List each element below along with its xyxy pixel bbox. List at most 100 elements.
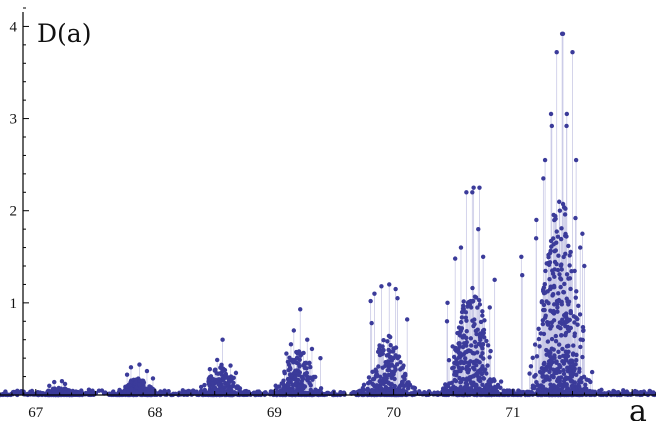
data-point xyxy=(458,245,464,250)
data-point xyxy=(297,357,302,363)
data-point xyxy=(86,387,92,392)
data-point xyxy=(357,388,362,394)
data-point xyxy=(563,375,569,380)
data-point xyxy=(536,326,541,332)
data-point xyxy=(464,383,469,388)
data-point xyxy=(553,338,559,344)
data-point xyxy=(137,362,142,367)
data-point xyxy=(470,299,475,304)
data-point xyxy=(372,291,377,296)
data-point xyxy=(572,268,577,274)
data-point xyxy=(393,345,399,350)
data-point xyxy=(557,325,563,331)
data-point xyxy=(361,388,367,393)
data-point xyxy=(454,357,459,362)
data-point xyxy=(577,378,582,383)
data-point xyxy=(574,372,579,377)
data-point xyxy=(527,371,532,376)
data-point xyxy=(531,385,537,391)
data-point xyxy=(314,388,319,394)
data-point xyxy=(559,226,564,231)
data-point xyxy=(293,369,298,375)
data-point xyxy=(557,272,562,277)
data-point xyxy=(370,369,375,375)
data-point xyxy=(388,363,394,368)
data-point xyxy=(301,350,306,356)
data-point xyxy=(472,339,478,345)
data-point xyxy=(580,231,585,236)
data-point xyxy=(219,387,225,392)
data-point xyxy=(378,385,384,391)
data-point xyxy=(222,385,228,390)
data-point xyxy=(560,346,565,352)
data-point xyxy=(542,282,547,287)
data-point xyxy=(479,343,484,349)
data-point xyxy=(572,320,577,325)
data-point xyxy=(467,302,473,307)
data-point xyxy=(403,390,409,395)
data-point xyxy=(533,372,538,378)
data-point xyxy=(276,384,282,389)
data-point xyxy=(19,389,24,394)
data-point xyxy=(304,370,310,376)
data-point xyxy=(445,300,450,306)
data-point xyxy=(405,386,411,391)
data-point xyxy=(578,337,583,342)
data-point xyxy=(458,351,463,356)
data-point xyxy=(534,379,539,385)
data-point xyxy=(220,375,226,381)
data-point xyxy=(216,387,222,392)
data-point xyxy=(549,336,555,342)
data-point xyxy=(542,307,547,313)
data-point xyxy=(566,243,571,249)
data-point xyxy=(551,212,556,218)
data-point xyxy=(561,367,566,373)
data-point xyxy=(410,385,415,390)
data-point xyxy=(577,392,582,397)
data-point xyxy=(486,379,491,384)
data-point xyxy=(556,389,562,395)
data-point xyxy=(457,333,463,338)
data-point xyxy=(540,384,546,389)
data-point xyxy=(384,353,389,358)
data-point xyxy=(370,388,376,393)
data-point xyxy=(484,338,489,344)
data-point xyxy=(477,302,483,307)
data-point xyxy=(567,263,572,268)
data-point xyxy=(475,390,481,395)
data-point xyxy=(389,358,394,363)
data-point xyxy=(533,236,539,241)
data-point xyxy=(487,305,492,310)
data-point xyxy=(564,319,569,325)
data-point xyxy=(214,371,219,376)
data-point xyxy=(386,347,391,353)
data-point xyxy=(550,293,555,298)
data-point xyxy=(458,380,463,385)
data-point xyxy=(476,377,481,382)
data-point xyxy=(573,157,579,163)
data-point xyxy=(473,384,479,390)
data-point xyxy=(558,263,564,268)
data-point xyxy=(307,375,312,381)
data-point xyxy=(290,382,295,387)
y-tick-label: 2 xyxy=(10,204,18,220)
data-point xyxy=(128,386,134,392)
data-point xyxy=(551,283,557,289)
data-point xyxy=(576,303,581,308)
data-point xyxy=(434,391,439,396)
data-point xyxy=(451,365,456,370)
data-point xyxy=(370,381,375,386)
data-point xyxy=(287,372,293,377)
data-point xyxy=(293,388,299,394)
data-point xyxy=(541,288,546,294)
data-point xyxy=(282,369,287,374)
data-point xyxy=(542,360,547,366)
data-point xyxy=(381,337,386,343)
data-point xyxy=(286,383,291,389)
data-point xyxy=(337,392,342,397)
data-point xyxy=(562,212,568,217)
data-point xyxy=(544,374,550,379)
data-point xyxy=(400,374,406,379)
data-point xyxy=(580,324,586,330)
data-point xyxy=(452,256,458,261)
